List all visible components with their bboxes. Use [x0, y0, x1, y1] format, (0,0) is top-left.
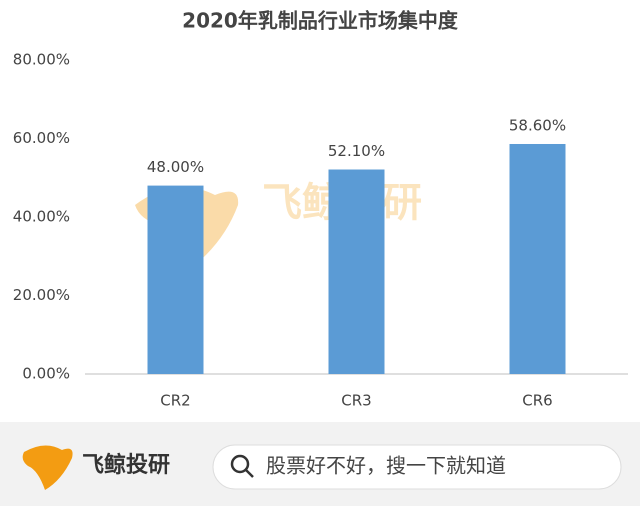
- chart-title: 2020年乳制品行业市场集中度: [182, 9, 459, 33]
- y-tick-label: 20.00%: [13, 286, 70, 304]
- search-box[interactable]: [212, 444, 622, 490]
- y-tick-label: 80.00%: [13, 51, 70, 69]
- x-tick-label: CR2: [160, 392, 190, 410]
- search-icon-handle: [245, 469, 254, 478]
- bar: [509, 143, 566, 374]
- logo-icon: [22, 445, 73, 490]
- value-label: 52.10%: [328, 142, 385, 160]
- value-label: 48.00%: [147, 158, 204, 176]
- logo-text: 飞鲸投研: [82, 452, 170, 478]
- x-tick-label: CR6: [522, 392, 552, 410]
- y-tick-label: 60.00%: [13, 129, 70, 147]
- bar: [328, 169, 385, 374]
- value-label: 58.60%: [509, 116, 566, 134]
- search-icon: [230, 454, 250, 474]
- y-tick-label: 0.00%: [22, 365, 70, 383]
- bar: [147, 185, 204, 374]
- x-tick-label: CR3: [341, 392, 371, 410]
- search-placeholder: 股票好不好，搜一下就知道: [266, 454, 506, 478]
- y-tick-label: 40.00%: [13, 208, 70, 226]
